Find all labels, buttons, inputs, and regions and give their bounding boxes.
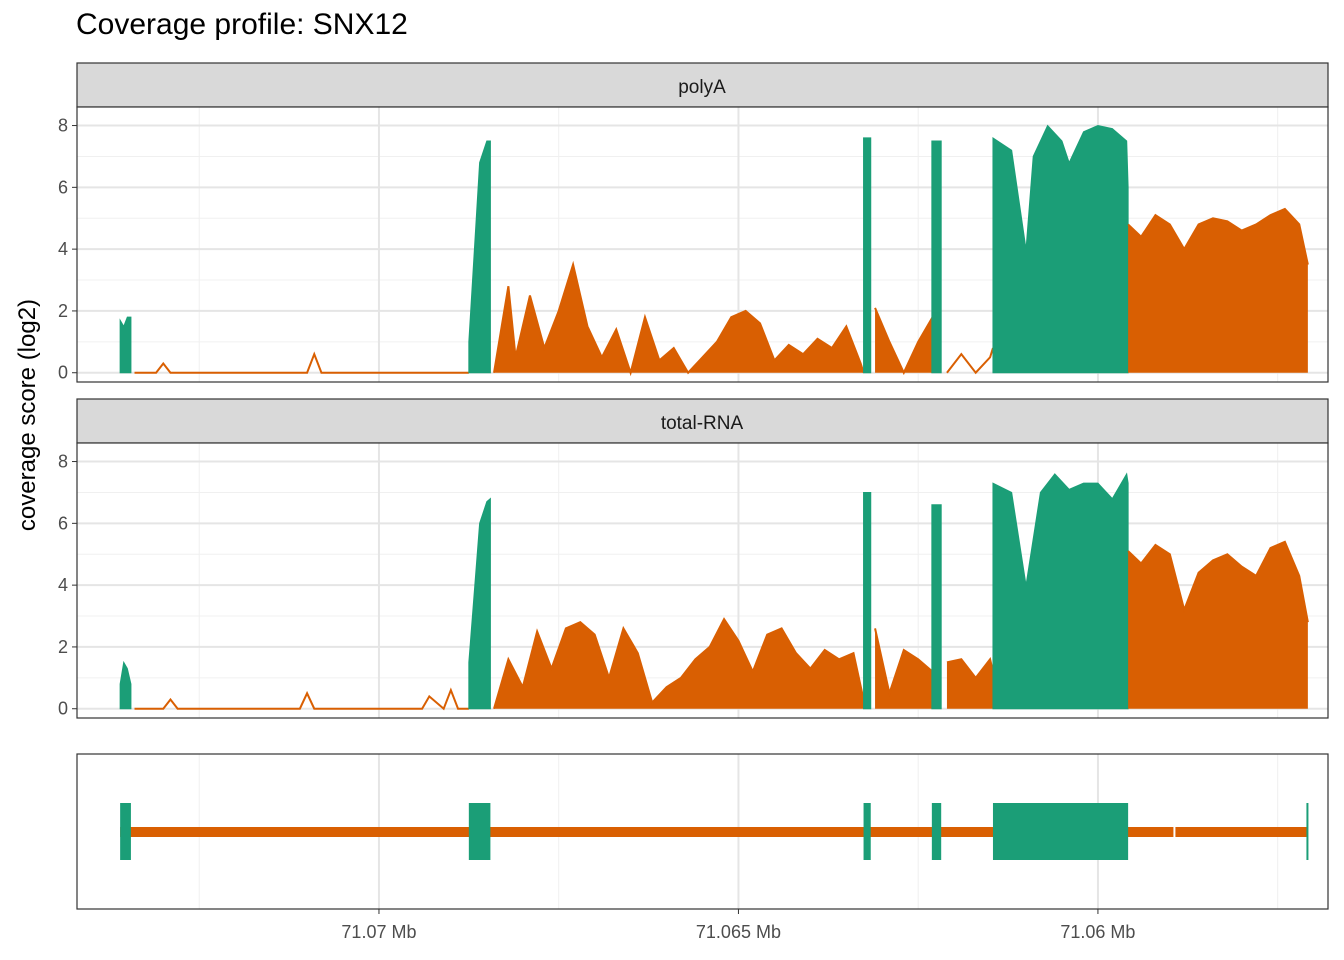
gene-model-panel xyxy=(76,753,1329,910)
panel-plot-polyA: 0 2 4 6 8 xyxy=(58,106,1329,383)
x-tick-label: 71.065 Mb xyxy=(696,922,781,942)
exon-block xyxy=(992,803,1129,860)
strip-polyA xyxy=(76,62,1329,108)
intron-coverage-area xyxy=(494,264,864,373)
panel-border xyxy=(76,442,1329,719)
panel-border xyxy=(76,106,1329,383)
y-tick-label: 2 xyxy=(58,301,68,321)
y-tick-label: 4 xyxy=(58,239,68,259)
exon-coverage-area xyxy=(863,137,872,374)
intron-coverage-line xyxy=(1127,207,1309,265)
y-tick-label: 8 xyxy=(58,452,68,472)
exon-coverage-area xyxy=(931,140,942,374)
intron-coverage-line xyxy=(493,617,865,710)
exon-block xyxy=(468,803,491,860)
intron-coverage-line xyxy=(946,347,994,375)
gene-panel-border xyxy=(76,753,1329,910)
strip-label-polyA: polyA xyxy=(678,77,726,98)
panel-polyA: polyA 0 2 4 6 8 xyxy=(58,62,1329,383)
y-tick-label: 0 xyxy=(58,363,68,383)
exon-coverage-area xyxy=(468,140,491,374)
intron-coverage-line xyxy=(134,351,469,374)
intron-bar xyxy=(120,827,1308,837)
intron-coverage-area xyxy=(494,619,864,709)
intron-coverage-area xyxy=(1128,541,1308,709)
intron-coverage-line xyxy=(134,687,469,711)
x-tick-label: 71.07 Mb xyxy=(341,922,416,942)
exon-block xyxy=(863,803,871,860)
intron-coverage-line xyxy=(1127,540,1309,623)
exon-coverage-area xyxy=(119,660,132,710)
panel-total-RNA: total-RNA 0 2 4 6 8 xyxy=(58,398,1329,719)
intron-coverage-area xyxy=(875,307,933,373)
exon-coverage-area xyxy=(468,497,491,710)
y-tick-label: 0 xyxy=(58,699,68,719)
x-axis: 71.07 Mb 71.065 Mb 71.06 Mb xyxy=(341,909,1135,942)
intron-coverage-line xyxy=(946,657,994,680)
intron-coverage-line xyxy=(493,260,865,377)
strip-label-total-RNA: total-RNA xyxy=(661,413,744,434)
y-tick-label: 2 xyxy=(58,637,68,657)
y-tick-label: 6 xyxy=(58,513,68,533)
exon-block xyxy=(1306,803,1309,860)
panel-plot-total-RNA: 0 2 4 6 8 xyxy=(58,442,1329,719)
exon-coverage-area xyxy=(931,504,942,710)
chart-title: Coverage profile: SNX12 xyxy=(76,8,408,41)
intron-gap xyxy=(1173,825,1176,839)
exon-coverage-area xyxy=(992,124,1129,374)
x-tick-label: 71.06 Mb xyxy=(1060,922,1135,942)
intron-coverage-area xyxy=(875,628,933,709)
y-tick-label: 8 xyxy=(58,116,68,136)
exon-block xyxy=(120,803,131,860)
exon-coverage-area xyxy=(119,316,132,374)
exon-block xyxy=(931,803,942,860)
y-tick-label: 4 xyxy=(58,575,68,595)
strip-total-RNA xyxy=(76,398,1329,444)
exon-coverage-area xyxy=(992,472,1129,710)
intron-coverage-area xyxy=(1128,208,1308,373)
exon-coverage-area xyxy=(863,491,872,710)
y-tick-label: 6 xyxy=(58,177,68,197)
